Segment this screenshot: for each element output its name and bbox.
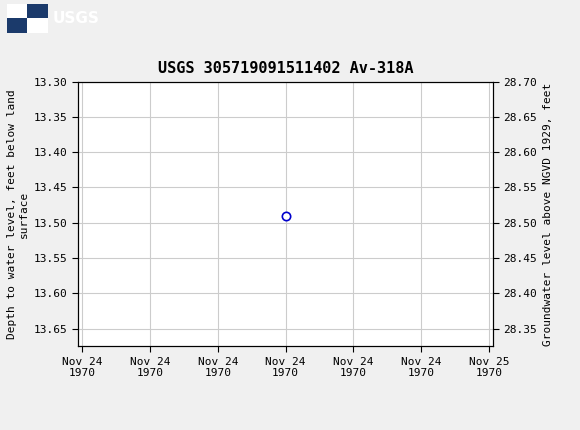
- Bar: [7, 18, 27, 33]
- Y-axis label: Groundwater level above NGVD 1929, feet: Groundwater level above NGVD 1929, feet: [543, 82, 553, 346]
- Title: USGS 305719091511402 Av-318A: USGS 305719091511402 Av-318A: [158, 61, 414, 77]
- Y-axis label: Depth to water level, feet below land
surface: Depth to water level, feet below land su…: [7, 89, 28, 339]
- Text: USGS: USGS: [52, 11, 99, 26]
- Legend: Period of approved data: Period of approved data: [188, 427, 383, 430]
- Bar: [7, 3, 48, 33]
- Bar: [27, 3, 48, 18]
